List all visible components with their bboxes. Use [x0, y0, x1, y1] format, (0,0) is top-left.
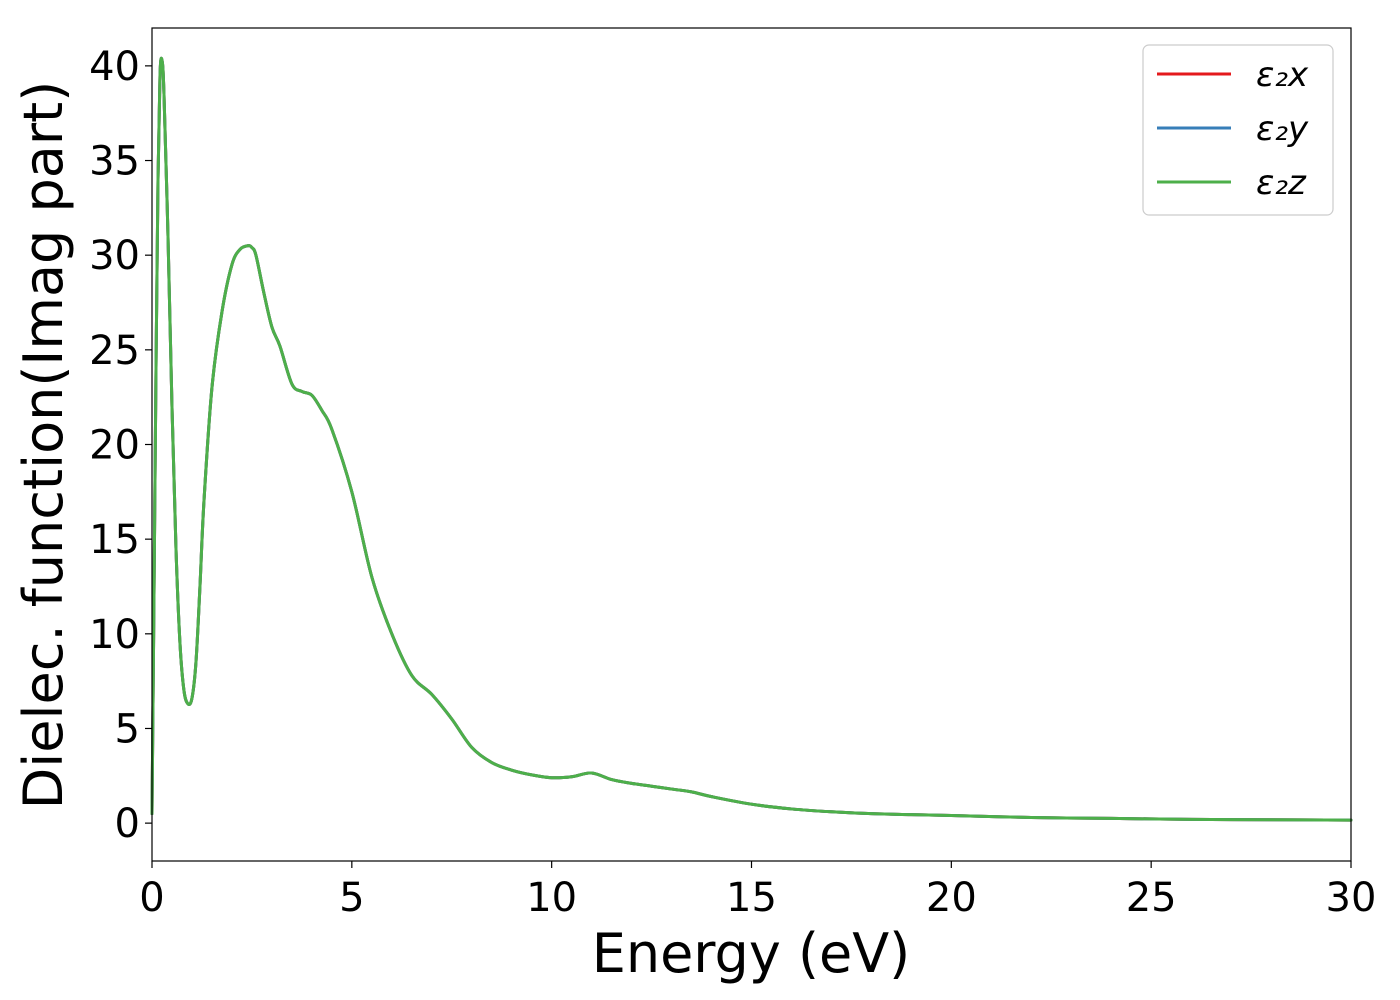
legend-box: [1142, 44, 1334, 216]
x-tick-label: 5: [339, 875, 364, 921]
series-layer: [150, 56, 1353, 822]
legend: ε₂x ε₂y ε₂z: [1142, 44, 1334, 216]
y-tick-label: 5: [115, 706, 140, 752]
x-tick-label: 25: [1126, 875, 1177, 921]
x-axis-title: Energy (eV): [592, 922, 911, 985]
x-tick-label: 20: [926, 875, 977, 921]
x-tick-label: 10: [526, 875, 577, 921]
y-tick-label: 30: [89, 233, 140, 279]
y-tick-label: 25: [89, 328, 140, 374]
y-tick-label: 0: [115, 801, 140, 847]
x-tick-label: 15: [726, 875, 777, 921]
y-axis-ticks: 0 5 10 15 20 25 30 35 40: [89, 44, 152, 847]
x-tick-label: 0: [139, 875, 164, 921]
x-tick-label: 30: [1326, 875, 1377, 921]
y-axis-title: Dielec. function(Imag part): [12, 81, 75, 810]
series-line-3: [150, 56, 1353, 822]
legend-label: ε₂y: [1256, 109, 1309, 149]
y-tick-label: 10: [89, 612, 140, 658]
y-tick-label: 35: [89, 139, 140, 185]
y-tick-label: 40: [89, 44, 140, 90]
y-tick-label: 20: [89, 423, 140, 469]
y-tick-label: 15: [89, 517, 140, 563]
legend-label: ε₂z: [1256, 163, 1307, 203]
x-axis-ticks: 0 5 10 15 20 25 30: [139, 861, 1376, 921]
legend-label: ε₂x: [1256, 55, 1309, 95]
